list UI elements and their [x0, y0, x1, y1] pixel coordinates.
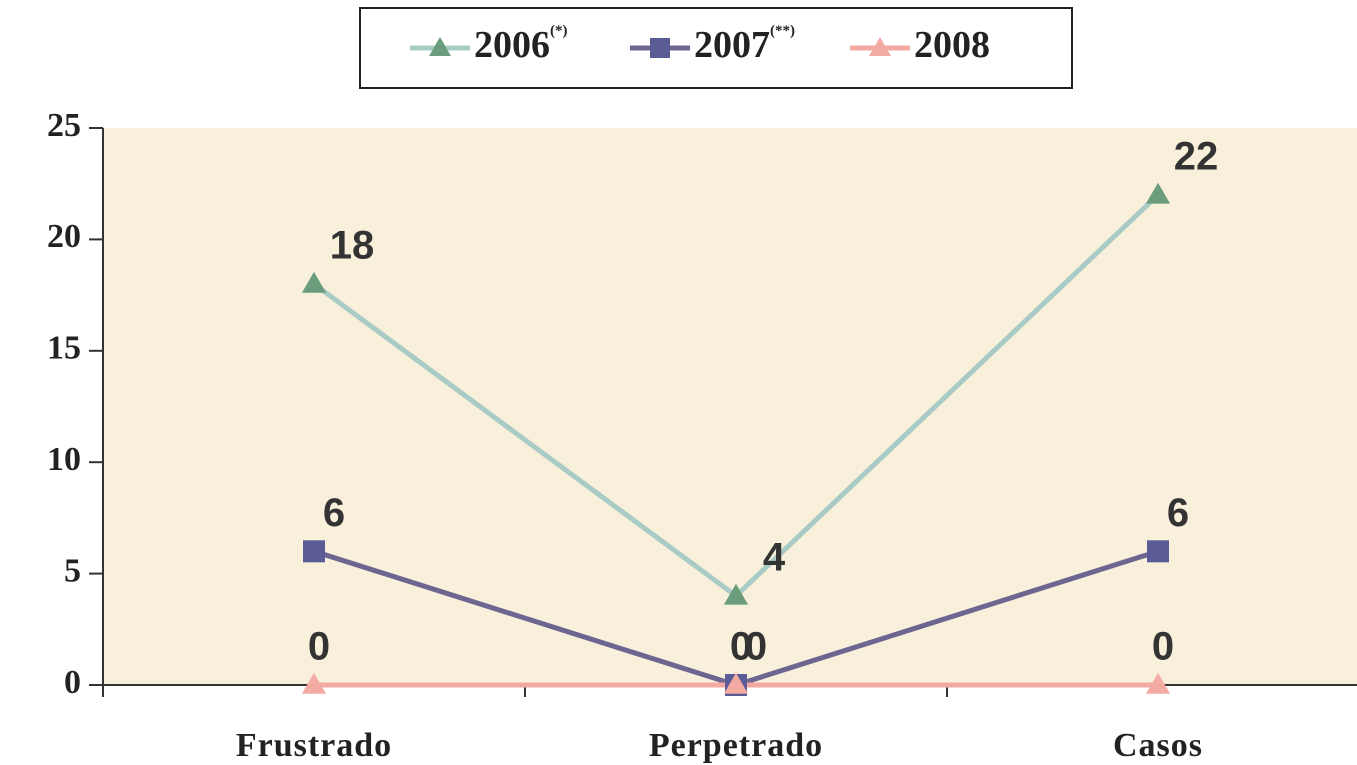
data-label: 0	[730, 625, 752, 669]
x-tick-label: Casos	[1113, 727, 1203, 764]
data-label: 22	[1174, 134, 1219, 178]
y-tick-label: 20	[47, 218, 81, 255]
y-tick-label: 10	[47, 441, 81, 478]
legend-name: 2006	[474, 24, 550, 66]
marker	[723, 672, 749, 694]
marker	[650, 38, 670, 58]
marker	[1145, 672, 1171, 694]
marker	[303, 540, 325, 563]
data-label: 6	[323, 491, 345, 535]
data-label: 4	[763, 535, 786, 579]
marker	[1147, 540, 1169, 563]
marker	[723, 583, 749, 605]
legend-note: (*)	[550, 23, 568, 39]
legend-label: 2006(*)	[474, 23, 568, 65]
y-tick-label: 25	[47, 107, 81, 144]
legend-box	[359, 7, 1073, 89]
y-tick-label: 0	[64, 664, 81, 701]
data-label: 6	[1167, 491, 1189, 535]
y-tick-label: 15	[47, 330, 81, 367]
data-label: 0	[745, 625, 767, 669]
marker	[429, 37, 451, 56]
x-tick-label: Perpetrado	[649, 727, 823, 764]
y-tick-label: 5	[64, 552, 81, 589]
legend-label: 2008	[914, 24, 990, 66]
marker	[301, 672, 327, 694]
legend-label: 2007(**)	[694, 23, 795, 65]
marker	[301, 271, 327, 293]
data-label: 0	[1152, 625, 1174, 669]
data-label: 18	[330, 224, 375, 268]
x-tick-label: Frustrado	[236, 727, 392, 764]
legend-name: 2007	[694, 24, 770, 66]
marker	[1145, 182, 1171, 204]
marker	[869, 37, 891, 56]
legend-note: (**)	[770, 23, 795, 39]
legend-name: 2008	[914, 24, 990, 66]
data-label: 0	[308, 625, 330, 669]
